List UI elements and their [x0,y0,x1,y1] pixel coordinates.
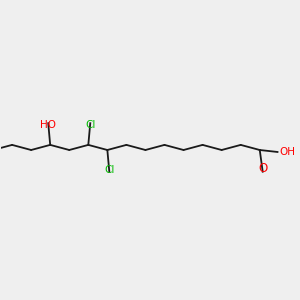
Text: Cl: Cl [104,165,115,175]
Text: HO: HO [40,120,56,130]
Text: O: O [258,162,267,175]
Text: Cl: Cl [85,120,95,130]
Text: OH: OH [280,147,296,157]
